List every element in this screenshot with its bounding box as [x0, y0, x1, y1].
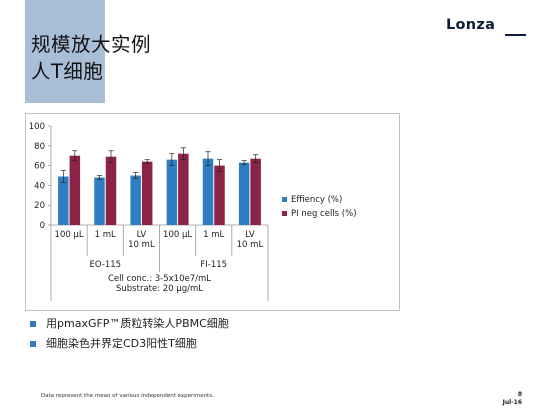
title-accent-bar [25, 0, 105, 103]
x-tick-label: 100 μL [163, 230, 192, 240]
bar [214, 165, 225, 225]
bullet-text: 细胞染色并界定CD3阳性T细胞 [46, 337, 197, 350]
x-tick-label: 1 mL [203, 230, 224, 240]
bar [202, 158, 214, 225]
x-tick-label: LV [137, 230, 147, 240]
legend-swatch [282, 211, 287, 216]
x-tick-label: 100 μL [55, 230, 84, 240]
y-tick-label: 40 [34, 181, 45, 191]
y-tick-label: 20 [34, 201, 45, 211]
bullet-list: 用pmaxGFP™质粒转染人PBMC细胞 细胞染色并界定CD3阳性T细胞 [30, 316, 229, 356]
bar [69, 155, 81, 225]
y-tick-label: 60 [34, 162, 45, 172]
page-number: 8 [517, 391, 522, 398]
footnote: Data represent the mean of various indep… [41, 393, 214, 399]
group-label: EO-115 [89, 260, 121, 270]
y-tick-label: 80 [34, 142, 45, 152]
bullet-square-icon [30, 321, 36, 327]
bar [178, 153, 189, 225]
bar [130, 175, 141, 225]
y-tick-label: 0 [40, 221, 45, 231]
substrate-annotation: Substrate: 20 μg/mL [116, 284, 203, 294]
slide-title-line-2: 人T细胞 [31, 60, 104, 83]
bullet-item: 细胞染色并界定CD3阳性T细胞 [30, 336, 229, 356]
substrate-annotation: Cell conc.: 3-5x10e7/mL [108, 274, 211, 284]
slide-title-line-1: 规模放大实例 [31, 33, 152, 56]
group-label: FI-115 [200, 260, 227, 270]
slide-title: 规模放大实例 人T细胞 [31, 31, 151, 85]
x-tick-label: 10 mL [237, 240, 264, 250]
y-tick-label: 100 [29, 122, 45, 132]
bullet-text: 用pmaxGFP™质粒转染人PBMC细胞 [46, 317, 229, 330]
lonza-logo: Lonza [446, 17, 496, 33]
chart-frame: 0 20 40 60 80 100 100 μL 1 mL LV 10 mL 100 μL 1 mL L… [25, 113, 400, 311]
bar [94, 177, 105, 225]
bar [238, 162, 250, 225]
logo-underline [505, 34, 526, 36]
legend-label: Effiency (%) [291, 195, 342, 205]
x-tick-label: LV [245, 230, 255, 240]
x-tick-label: 1 mL [95, 230, 116, 240]
legend-swatch [282, 197, 287, 202]
slide-date: Jul-16 [502, 399, 522, 406]
bar [58, 176, 69, 225]
bullet-item: 用pmaxGFP™质粒转染人PBMC细胞 [30, 316, 229, 336]
bar [250, 158, 261, 225]
bar [105, 156, 117, 225]
bullet-square-icon [30, 341, 36, 347]
bar [141, 161, 153, 225]
legend-label: PI neg cells (%) [291, 209, 357, 219]
bar [166, 159, 178, 225]
x-tick-label: 10 mL [128, 240, 155, 250]
